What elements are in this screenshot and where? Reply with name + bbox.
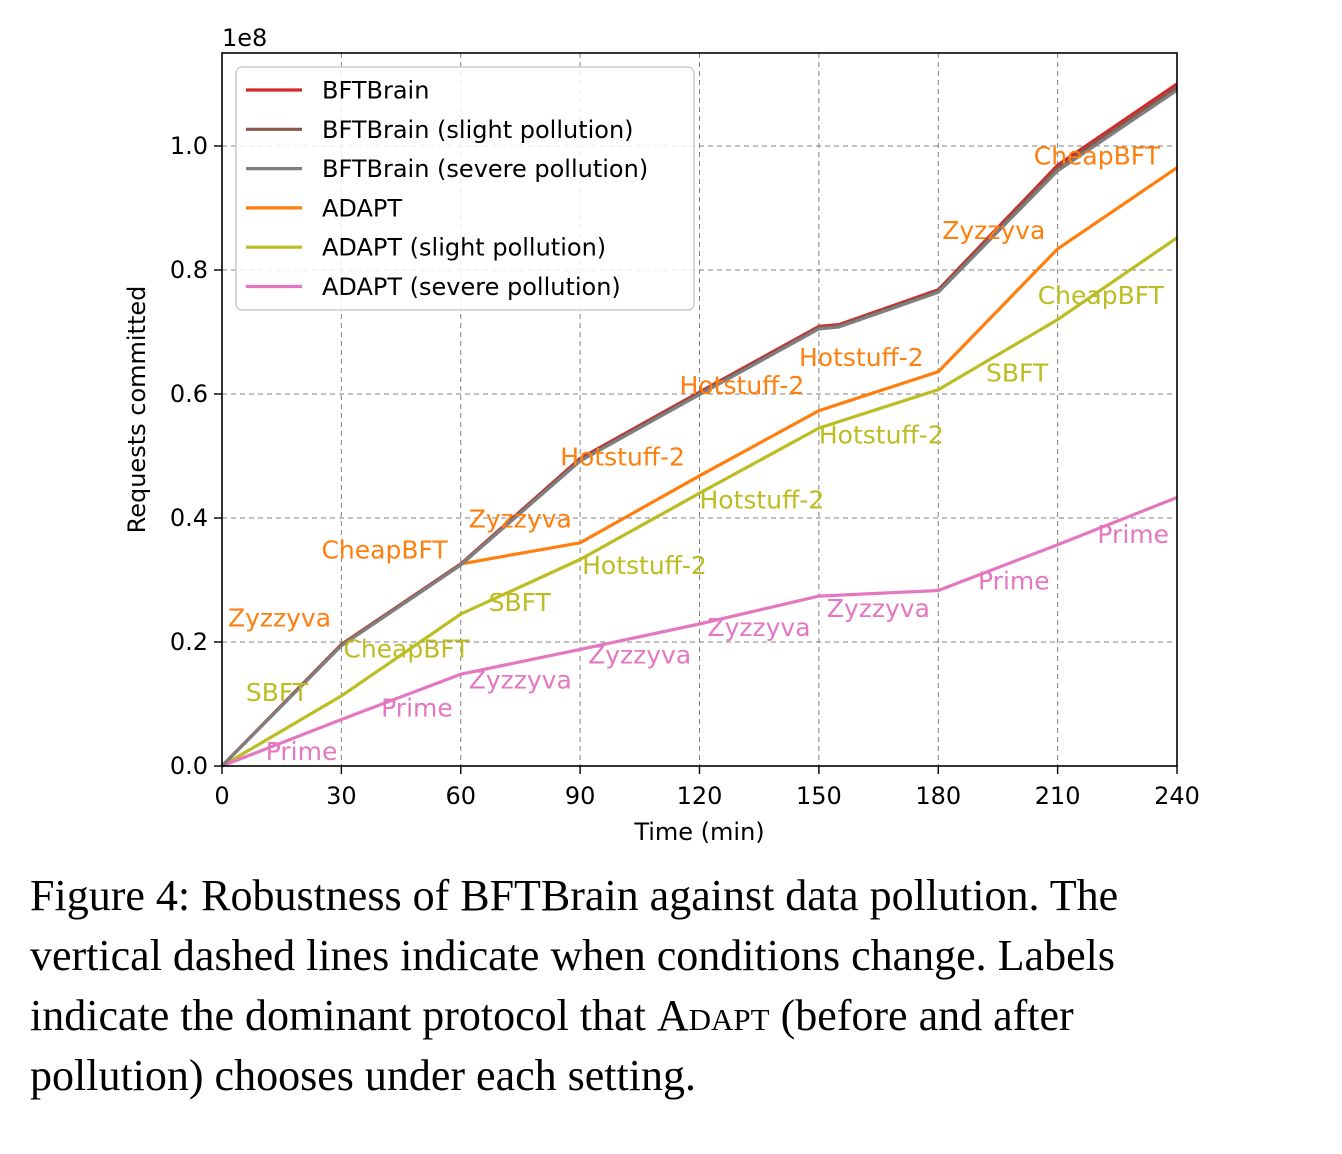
protocol-label: Prime: [1097, 520, 1169, 549]
x-tick-label: 0: [214, 782, 229, 810]
protocol-label: Zyzzyva: [942, 216, 1045, 245]
legend: BFTBrain BFTBrain (slight pollution) BFTBr…: [235, 66, 695, 311]
y-tick-label: 0.8: [170, 256, 208, 284]
x-tick-label: 120: [677, 782, 723, 810]
line-chart: ZyzzyvaCheapBFTZyzzyvaHotstuff-2Hotstuff…: [123, 24, 1200, 846]
x-tick-label: 30: [326, 782, 357, 810]
protocol-label: Zyzzyva: [228, 604, 331, 633]
legend-entry: BFTBrain: [322, 77, 429, 105]
x-tick-label: 90: [565, 782, 596, 810]
protocol-label: Hotstuff-2: [680, 371, 805, 400]
x-tick-label: 150: [796, 782, 842, 810]
caption-line-3-end: (before and after: [780, 991, 1074, 1040]
x-tick-label: 180: [915, 782, 961, 810]
figure-caption: Figure 4: Robustness of BFTBrain against…: [30, 866, 1320, 1106]
legend-box: [235, 66, 695, 311]
protocol-label: SBFT: [489, 588, 552, 617]
x-tick-label: 60: [445, 782, 476, 810]
x-tick-label: 210: [1035, 782, 1081, 810]
x-axis-label: Time (min): [633, 818, 764, 846]
protocol-label: Hotstuff-2: [560, 442, 685, 471]
series-lines: [220, 82, 1178, 768]
protocol-label: SBFT: [246, 678, 309, 707]
series-line-6: [221, 496, 1178, 768]
y-tick-label: 1.0: [170, 132, 208, 160]
protocol-label: CheapBFT: [321, 535, 448, 564]
protocol-label: Prime: [381, 693, 453, 722]
y-tick-label: 0.6: [170, 380, 208, 408]
caption-adapt-name: Adapt: [656, 991, 770, 1040]
caption-line-3: indicate the dominant protocol that Adap…: [30, 986, 1320, 1046]
caption-line-4: pollution) chooses under each setting.: [30, 1051, 696, 1100]
legend-entry: ADAPT (slight pollution): [322, 234, 606, 262]
y-tick-label: 0.4: [170, 504, 208, 532]
protocol-label: Hotstuff-2: [799, 343, 924, 372]
x-axis-ticks: 0 30 60 90 120 150 180 210 240: [214, 766, 1200, 810]
protocol-label: Prime: [266, 737, 338, 766]
protocol-label: SBFT: [986, 359, 1049, 388]
y-tick-label: 0.2: [170, 628, 208, 656]
y-offset-label: 1e8: [222, 24, 267, 52]
series-line-3: [220, 88, 1178, 768]
legend-entry: BFTBrain (severe pollution): [322, 155, 648, 183]
y-axis-ticks: 0.0 0.2 0.4 0.6 0.8 1.0: [170, 132, 222, 780]
protocol-label: Zyzzyva: [707, 613, 810, 642]
caption-line-3-start: indicate the dominant protocol that: [30, 991, 646, 1040]
caption-line-2: vertical dashed lines indicate when cond…: [30, 931, 1115, 980]
legend-entry: ADAPT (severe pollution): [322, 273, 621, 301]
protocol-label: Prime: [978, 566, 1050, 595]
protocol-label: Hotstuff-2: [700, 486, 825, 515]
protocol-label: CheapBFT: [1038, 281, 1165, 310]
legend-entry: ADAPT: [322, 194, 402, 222]
y-axis-label: Requests committed: [123, 286, 151, 534]
caption-line-1: Figure 4: Robustness of BFTBrain against…: [30, 871, 1119, 920]
x-tick-label: 240: [1154, 782, 1200, 810]
protocol-label: Zyzzyva: [588, 641, 691, 670]
protocol-label: CheapBFT: [343, 635, 470, 664]
protocol-label: Zyzzyva: [469, 666, 572, 695]
protocol-label: Hotstuff-2: [582, 551, 707, 580]
series-line-5: [221, 236, 1178, 768]
protocol-label: Zyzzyva: [469, 504, 572, 533]
protocol-label: Zyzzyva: [827, 594, 930, 623]
protocol-label: CheapBFT: [1034, 142, 1161, 171]
legend-entry: BFTBrain (slight pollution): [322, 116, 634, 144]
protocol-labels: ZyzzyvaCheapBFTZyzzyvaHotstuff-2Hotstuff…: [228, 142, 1169, 766]
protocol-label: Hotstuff-2: [819, 421, 944, 450]
y-tick-label: 0.0: [170, 752, 208, 780]
